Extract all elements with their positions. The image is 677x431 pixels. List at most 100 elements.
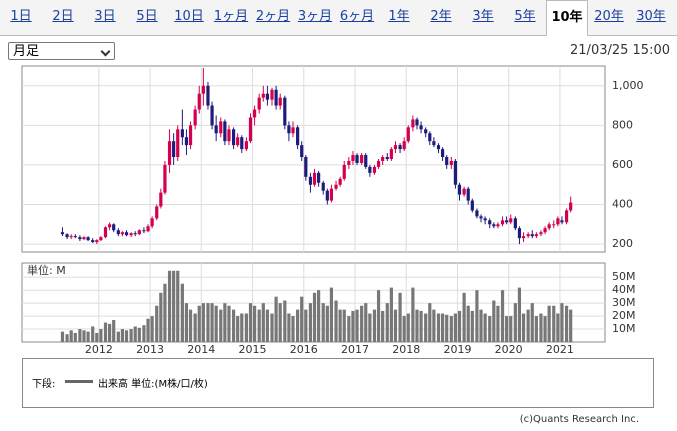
volume-bar [329, 287, 334, 342]
candle-body [244, 141, 248, 150]
candle-body [385, 157, 389, 159]
candle-body [236, 137, 240, 146]
candle-body [116, 230, 120, 235]
period-tabs: 1日 2日 3日 5日 10日 1ヶ月 2ヶ月 3ヶ月 6ヶ月 1年 2年 3年 5年 10年 20年 30年 [0, 0, 677, 36]
volume-bar [82, 330, 86, 342]
candle-body [129, 233, 133, 236]
period-tab[interactable]: 5日 [136, 9, 158, 24]
volume-bar [206, 303, 210, 342]
period-tab[interactable]: 20年 [594, 9, 624, 24]
candle-body [137, 230, 141, 235]
volume-bar [193, 313, 197, 342]
candle-body [172, 141, 176, 158]
candle-body [526, 234, 530, 237]
volume-bar [483, 313, 487, 342]
volume-bar [78, 329, 82, 342]
period-tab[interactable]: 1ヶ月 [213, 9, 249, 24]
y-tick-label: 1,000 [612, 79, 644, 92]
candle-body [296, 127, 300, 146]
candle-body [223, 121, 227, 142]
candle-body [252, 109, 257, 118]
volume-bar [462, 292, 466, 342]
volume-bar [338, 309, 342, 342]
volume-bar [270, 313, 274, 342]
volume-bar [457, 310, 462, 342]
volume-bar [231, 309, 236, 342]
candle-body [338, 178, 342, 185]
candle-body [449, 160, 453, 165]
period-tab[interactable]: 3日 [94, 9, 116, 24]
period-select[interactable]: 月足 [8, 42, 115, 60]
volume-bar [530, 303, 534, 342]
candle-body [133, 233, 137, 235]
volume-bar [180, 283, 184, 342]
candle-body [483, 218, 487, 221]
period-tab[interactable]: 3年 [472, 9, 494, 24]
volume-bar [449, 316, 453, 342]
candle-body [436, 145, 441, 150]
period-tab[interactable]: 6ヶ月 [339, 9, 375, 24]
copyright: (c)Quants Research Inc. [519, 414, 639, 425]
volume-bar [73, 332, 77, 342]
volume-bar [137, 327, 141, 342]
candle-body [492, 224, 496, 227]
volume-bar [112, 319, 116, 342]
candle-body [257, 97, 261, 110]
volume-bar [556, 313, 560, 342]
candle-body [351, 155, 355, 161]
period-tab[interactable]: 2日 [52, 9, 74, 24]
candle-body [411, 119, 415, 128]
period-tab[interactable]: 3ヶ月 [297, 9, 333, 24]
volume-bar [219, 309, 223, 342]
volume-tick-label: 30M [612, 296, 636, 309]
volume-bar [411, 287, 415, 342]
candle-body [488, 220, 492, 225]
volume-bar [372, 309, 377, 342]
volume-bar [368, 313, 372, 342]
period-tab[interactable]: 2年 [430, 9, 452, 24]
period-tab[interactable]: 5年 [514, 9, 536, 24]
volume-unit-label: 単位: M [27, 263, 66, 277]
volume-bar [564, 305, 569, 342]
volume-bar [308, 303, 313, 342]
candle-body [317, 172, 321, 183]
candle-body [176, 129, 180, 158]
candle-body [108, 224, 112, 228]
candle-body [312, 172, 317, 185]
period-tab[interactable]: 10日 [174, 9, 204, 24]
candle-body [402, 141, 406, 150]
volume-bar [509, 316, 513, 342]
volume-bar [517, 287, 522, 342]
candle-body [163, 164, 167, 193]
period-tab[interactable]: 1年 [388, 9, 410, 24]
volume-bar [393, 309, 398, 342]
volume-bar [197, 305, 201, 342]
candle-body [155, 206, 159, 219]
volume-bar [103, 322, 108, 342]
volume-bar [347, 316, 351, 342]
volume-bar [188, 309, 193, 342]
volume-bar [432, 309, 436, 342]
volume-bar [488, 316, 492, 342]
x-tick-label: 2019 [443, 343, 471, 356]
candle-body [360, 155, 364, 163]
candle-body [278, 97, 282, 106]
volume-bar [133, 326, 137, 342]
period-tab[interactable]: 2ヶ月 [255, 9, 291, 24]
period-tab[interactable]: 30年 [636, 9, 666, 24]
candle-body [167, 141, 172, 165]
volume-bar [325, 305, 329, 342]
volume-bar [60, 331, 65, 342]
period-tab[interactable]: 10年 [546, 0, 588, 36]
candle-body [517, 228, 522, 239]
candle-body [505, 220, 509, 223]
candle-body [543, 228, 547, 233]
volume-bar [99, 329, 103, 342]
period-tab[interactable]: 1日 [10, 9, 32, 24]
candle-body [60, 232, 65, 235]
volume-bar [287, 313, 291, 342]
volume-bar [278, 303, 282, 342]
volume-bar [86, 331, 90, 342]
volume-bar [317, 290, 321, 342]
volume-bar [159, 292, 163, 342]
